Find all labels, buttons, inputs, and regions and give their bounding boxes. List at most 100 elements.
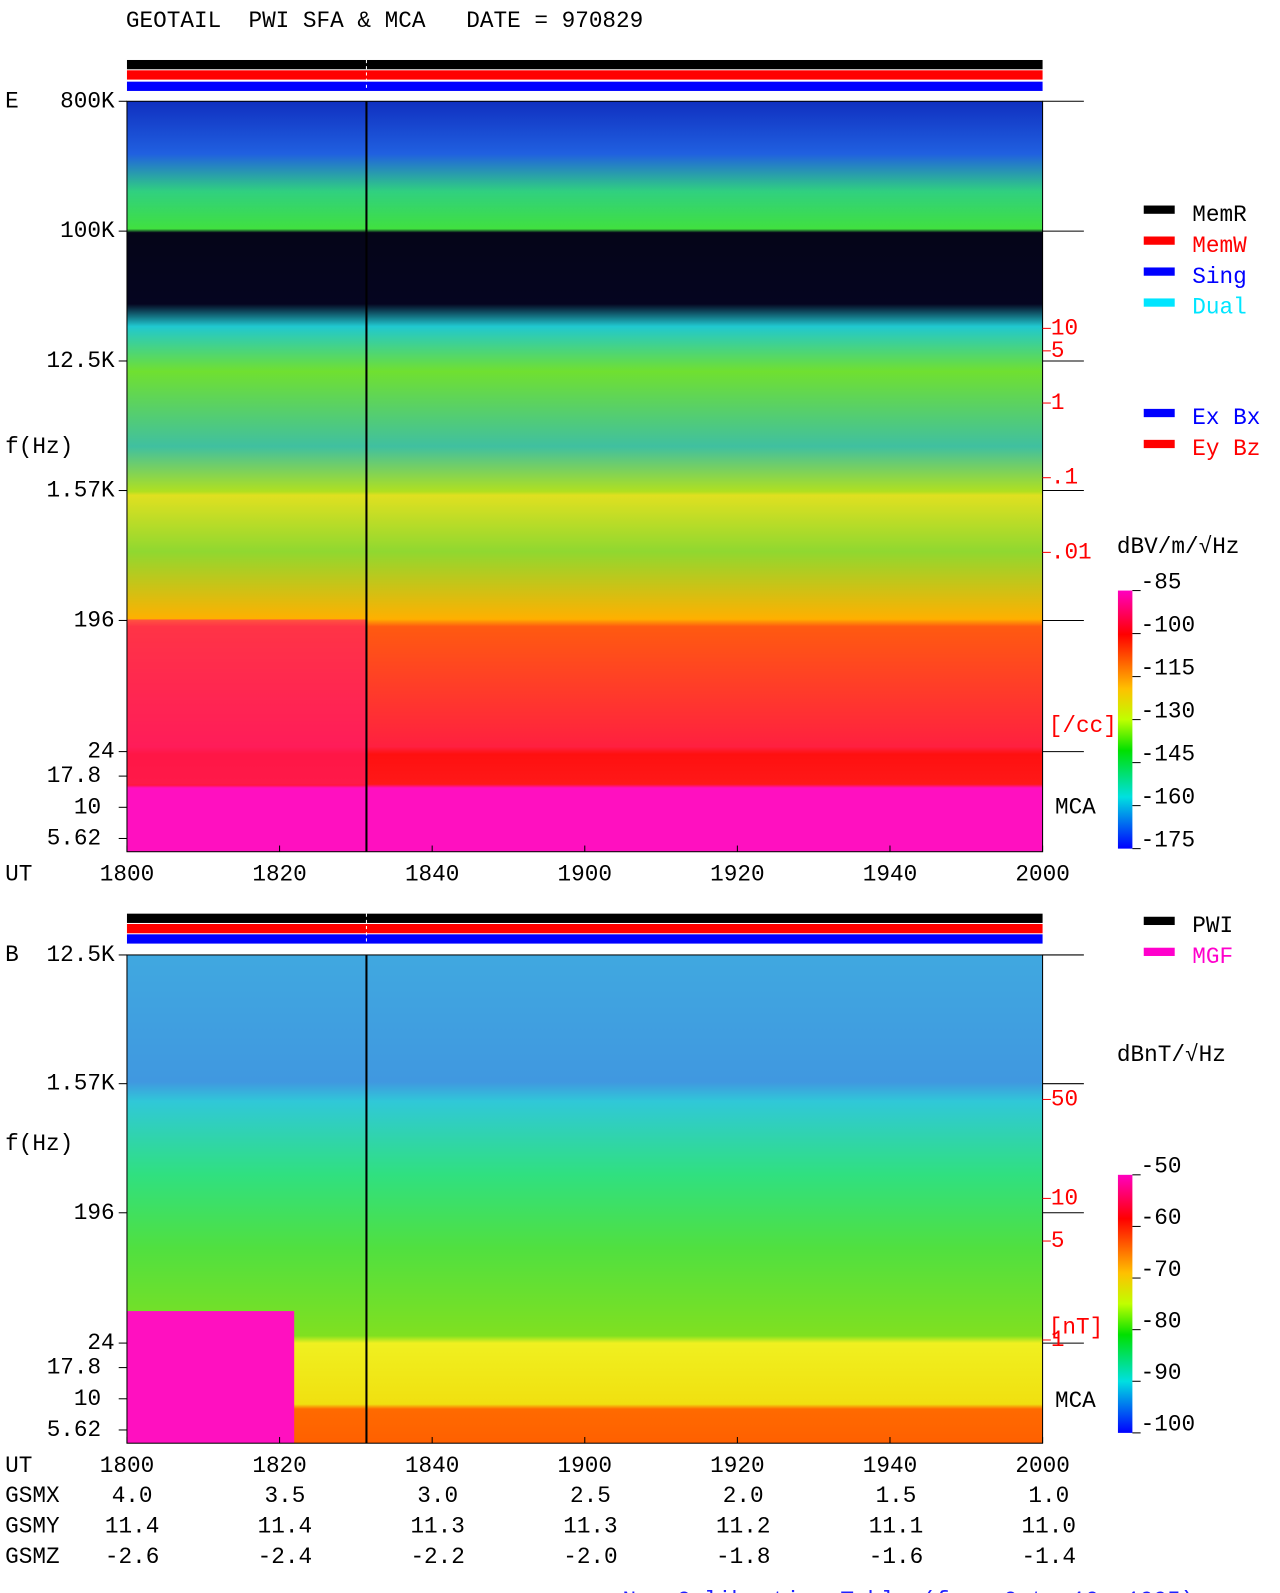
y-axis-label: f(Hz) [5, 1131, 73, 1157]
colorbar-tick-label: -60 [1141, 1205, 1182, 1231]
mca-tick-label: 17.8 [47, 763, 101, 789]
right-tick-label: 50 [1051, 1086, 1078, 1112]
legend-label: MemW [1192, 233, 1247, 259]
x-axis-label: UT [5, 1453, 32, 1479]
colorbar-tick-label: -70 [1141, 1257, 1182, 1283]
x-tick-label: 1920 [710, 1453, 764, 1479]
right-axis-unit: [nT] [1049, 1315, 1103, 1341]
x-tick-label: 1800 [100, 861, 154, 887]
x-tick-label: 1820 [252, 861, 306, 887]
mca-tick-label: 10 [74, 794, 101, 820]
x-tick-label: 1820 [252, 1453, 306, 1479]
x-tick-label: 1940 [863, 1453, 917, 1479]
mca-tick-label: 5.62 [47, 1417, 101, 1443]
y-tick-label: 196 [74, 1200, 115, 1226]
ephemeris-value: 3.5 [264, 1483, 305, 1509]
axes: Ef(Hz)UT800K100K12.5K1.57K1962417.8105.6… [5, 88, 1260, 1593]
y-tick-label: 24 [87, 1330, 114, 1356]
status-bars [126, 59, 1043, 944]
right-tick-label: 10 [1051, 1185, 1078, 1211]
ephemeris-value: -1.6 [869, 1544, 923, 1570]
footer-note: New Calibration Table (from Oct. 10, 199… [622, 1588, 1194, 1593]
ephemeris-label: GSMY [5, 1513, 60, 1539]
ephemeris-value: 3.0 [417, 1483, 458, 1509]
ephemeris-value: 11.4 [258, 1513, 312, 1539]
x-tick-label: 1920 [710, 861, 764, 887]
colorbar-unit: dBnT/√Hz [1117, 1042, 1226, 1068]
legend-swatch [1143, 298, 1175, 307]
colorbar-tick-label: -50 [1141, 1154, 1182, 1180]
legend-swatch [1143, 267, 1175, 276]
mca-label: MCA [1055, 1388, 1096, 1414]
legend-swatch [1143, 947, 1175, 956]
colorbar [1117, 1174, 1133, 1433]
panel-label: B [5, 942, 19, 968]
ephemeris-value: 4.0 [112, 1483, 153, 1509]
y-tick-label: 12.5K [47, 348, 115, 374]
mca-tick-label: 5.62 [47, 825, 101, 851]
ephemeris-value: 2.5 [570, 1483, 611, 1509]
colorbar-tick-label: -90 [1141, 1360, 1182, 1386]
ephemeris-value: -1.4 [1022, 1544, 1076, 1570]
ephemeris-value: -2.4 [258, 1544, 312, 1570]
x-tick-label: 2000 [1015, 1453, 1069, 1479]
mca-tick-label: 10 [74, 1386, 101, 1412]
y-tick-label: 800K [60, 88, 115, 114]
ephemeris-value: 1.0 [1028, 1483, 1069, 1509]
ephemeris-value: -1.8 [716, 1544, 770, 1570]
legend-swatch [1143, 439, 1175, 449]
panel-label: E [5, 88, 19, 114]
x-tick-label: 2000 [1015, 861, 1069, 887]
y-axis-label: f(Hz) [5, 434, 73, 460]
mca-label: MCA [1055, 794, 1096, 820]
mca-tick-label: 17.8 [47, 1355, 101, 1381]
y-tick-label: 196 [74, 607, 115, 633]
ephemeris-value: -2.6 [105, 1544, 159, 1570]
legend-label: Dual [1192, 295, 1246, 321]
right-tick-label: 5 [1051, 338, 1065, 364]
ephemeris-value: 1.5 [876, 1483, 917, 1509]
colorbar-tick-label: -130 [1141, 698, 1195, 724]
right-tick-label: .1 [1051, 465, 1078, 491]
colorbar-unit: dBV/m/√Hz [1117, 534, 1240, 560]
colorbar-tick-label: -145 [1141, 741, 1195, 767]
ephemeris-label: GSMX [5, 1483, 60, 1509]
ephemeris-value: 11.2 [716, 1513, 770, 1539]
right-tick-label: 1 [1051, 390, 1065, 416]
ephemeris-value: 2.0 [723, 1483, 764, 1509]
y-tick-label: 12.5K [47, 942, 115, 968]
right-tick-label: 5 [1051, 1228, 1065, 1254]
right-axis-unit: [/cc] [1049, 713, 1117, 739]
x-tick-label: 1940 [863, 861, 917, 887]
legend-swatch [1143, 236, 1175, 245]
right-tick-label: 1 [1051, 1327, 1065, 1353]
x-tick-label: 1840 [405, 861, 459, 887]
x-tick-label: 1800 [100, 1453, 154, 1479]
colorbar-tick-label: -175 [1141, 827, 1195, 853]
ephemeris-label: GSMZ [5, 1544, 59, 1570]
colorbar [1117, 590, 1133, 849]
x-axis-label: UT [5, 861, 32, 887]
legend-label: Sing [1192, 264, 1246, 290]
legend-label: Ex Bx [1192, 405, 1260, 431]
legend-label: PWI [1192, 913, 1233, 939]
colorbar-tick-label: -80 [1141, 1308, 1182, 1334]
y-tick-label: 24 [87, 739, 114, 765]
ephemeris-value: 11.3 [563, 1513, 617, 1539]
ephemeris-value: 11.1 [869, 1513, 923, 1539]
ephemeris-value: 11.0 [1022, 1513, 1076, 1539]
x-tick-label: 1900 [558, 1453, 612, 1479]
y-tick-label: 100K [60, 218, 115, 244]
legend-swatch [1143, 408, 1175, 418]
legend-swatch [1143, 205, 1175, 214]
ephemeris-value: 11.3 [410, 1513, 464, 1539]
x-tick-label: 1900 [558, 861, 612, 887]
right-tick-label: .01 [1051, 539, 1092, 565]
ephemeris-value: -2.0 [563, 1544, 617, 1570]
colorbar-tick-label: -115 [1141, 655, 1195, 681]
ephemeris-value: 11.4 [105, 1513, 159, 1539]
legend-swatch [1143, 916, 1175, 926]
title: GEOTAIL PWI SFA & MCA DATE = 970829 [126, 8, 643, 34]
